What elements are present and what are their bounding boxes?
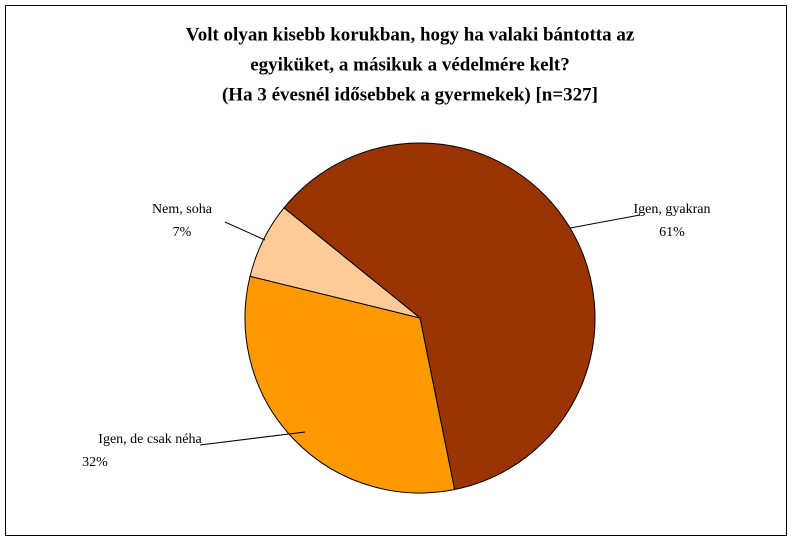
pie-slice bbox=[244, 275, 456, 494]
pie-slice bbox=[283, 142, 596, 491]
value-label: 32% bbox=[82, 455, 108, 470]
leader-line bbox=[199, 431, 306, 446]
slice-label: Nem, soha bbox=[152, 202, 213, 217]
value-label: 61% bbox=[659, 225, 685, 240]
slice-label: Igen, gyakran bbox=[634, 202, 711, 217]
pie-slice bbox=[249, 207, 421, 319]
chart-title: egyiküket, a másikuk a védelmére kelt? bbox=[250, 54, 569, 75]
slice-label: Igen, de csak néha bbox=[98, 432, 202, 447]
leader-line bbox=[569, 214, 641, 229]
chart-title: (Ha 3 évesnél idősebbek a gyermekek) [n=… bbox=[222, 84, 598, 105]
chart-title: Volt olyan kisebb korukban, hogy ha vala… bbox=[186, 24, 635, 45]
leader-line bbox=[224, 221, 266, 241]
value-label: 7% bbox=[173, 225, 192, 240]
